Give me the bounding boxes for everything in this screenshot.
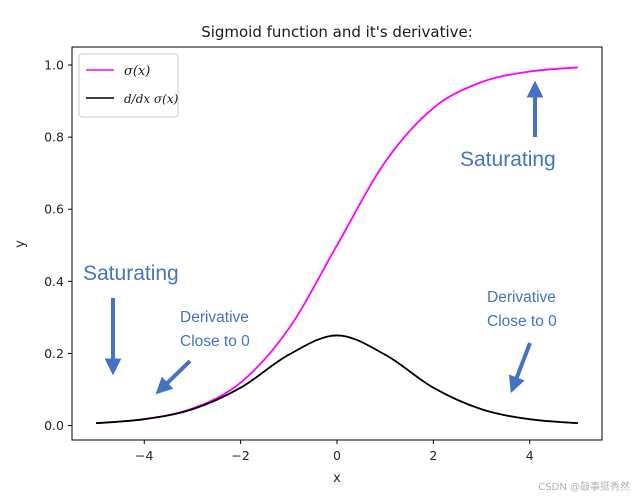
- x-tick-label: 4: [526, 448, 534, 463]
- x-tick-label: −2: [231, 448, 249, 463]
- annotation-derivative-right-line1: Derivative: [487, 289, 556, 306]
- y-tick-label: 0.2: [44, 346, 64, 361]
- series-group: [96, 66, 578, 425]
- x-tick-label: −4: [135, 448, 153, 463]
- annotation-saturating-left: Saturating: [83, 262, 179, 285]
- chart-title: Sigmoid function and it's derivative:: [201, 23, 473, 41]
- annotation-derivative-right-line2: Close to 0: [487, 313, 557, 330]
- x-axis-label: x: [333, 471, 341, 486]
- x-tick-label: 2: [429, 448, 437, 463]
- y-tick-label: 0.8: [44, 130, 64, 145]
- watermark: CSDN @敲事挺秀然: [538, 480, 630, 493]
- y-axis-label: y: [13, 240, 28, 248]
- series-line-sigmoid: [96, 66, 578, 425]
- annotation-saturating-right: Saturating: [460, 148, 556, 171]
- y-tick-label: 1.0: [44, 58, 64, 73]
- annotation-derivative-left-line1: Derivative: [180, 309, 249, 326]
- y-tick-label: 0.6: [44, 202, 64, 217]
- annotation-derivative-left-line2: Close to 0: [180, 333, 250, 350]
- legend: σ(x) d/dx σ(x): [78, 53, 179, 118]
- legend-label-sigmoid: σ(x): [124, 64, 150, 79]
- legend-label-derivative: d/dx σ(x): [124, 92, 179, 106]
- y-tick-label: 0.4: [44, 274, 64, 289]
- x-axis-ticks: −4 −2 0 2 4: [135, 440, 534, 463]
- y-axis-ticks: 0.0 0.2 0.4 0.6 0.8 1.0: [44, 58, 72, 433]
- series-line-derivative: [96, 334, 578, 425]
- annotations: Saturating Saturating Derivative Close t…: [83, 80, 557, 395]
- y-tick-label: 0.0: [44, 418, 64, 433]
- arrow-derivative-left: [155, 359, 192, 395]
- x-tick-label: 0: [333, 448, 341, 463]
- arrow-derivative-right: [508, 342, 532, 394]
